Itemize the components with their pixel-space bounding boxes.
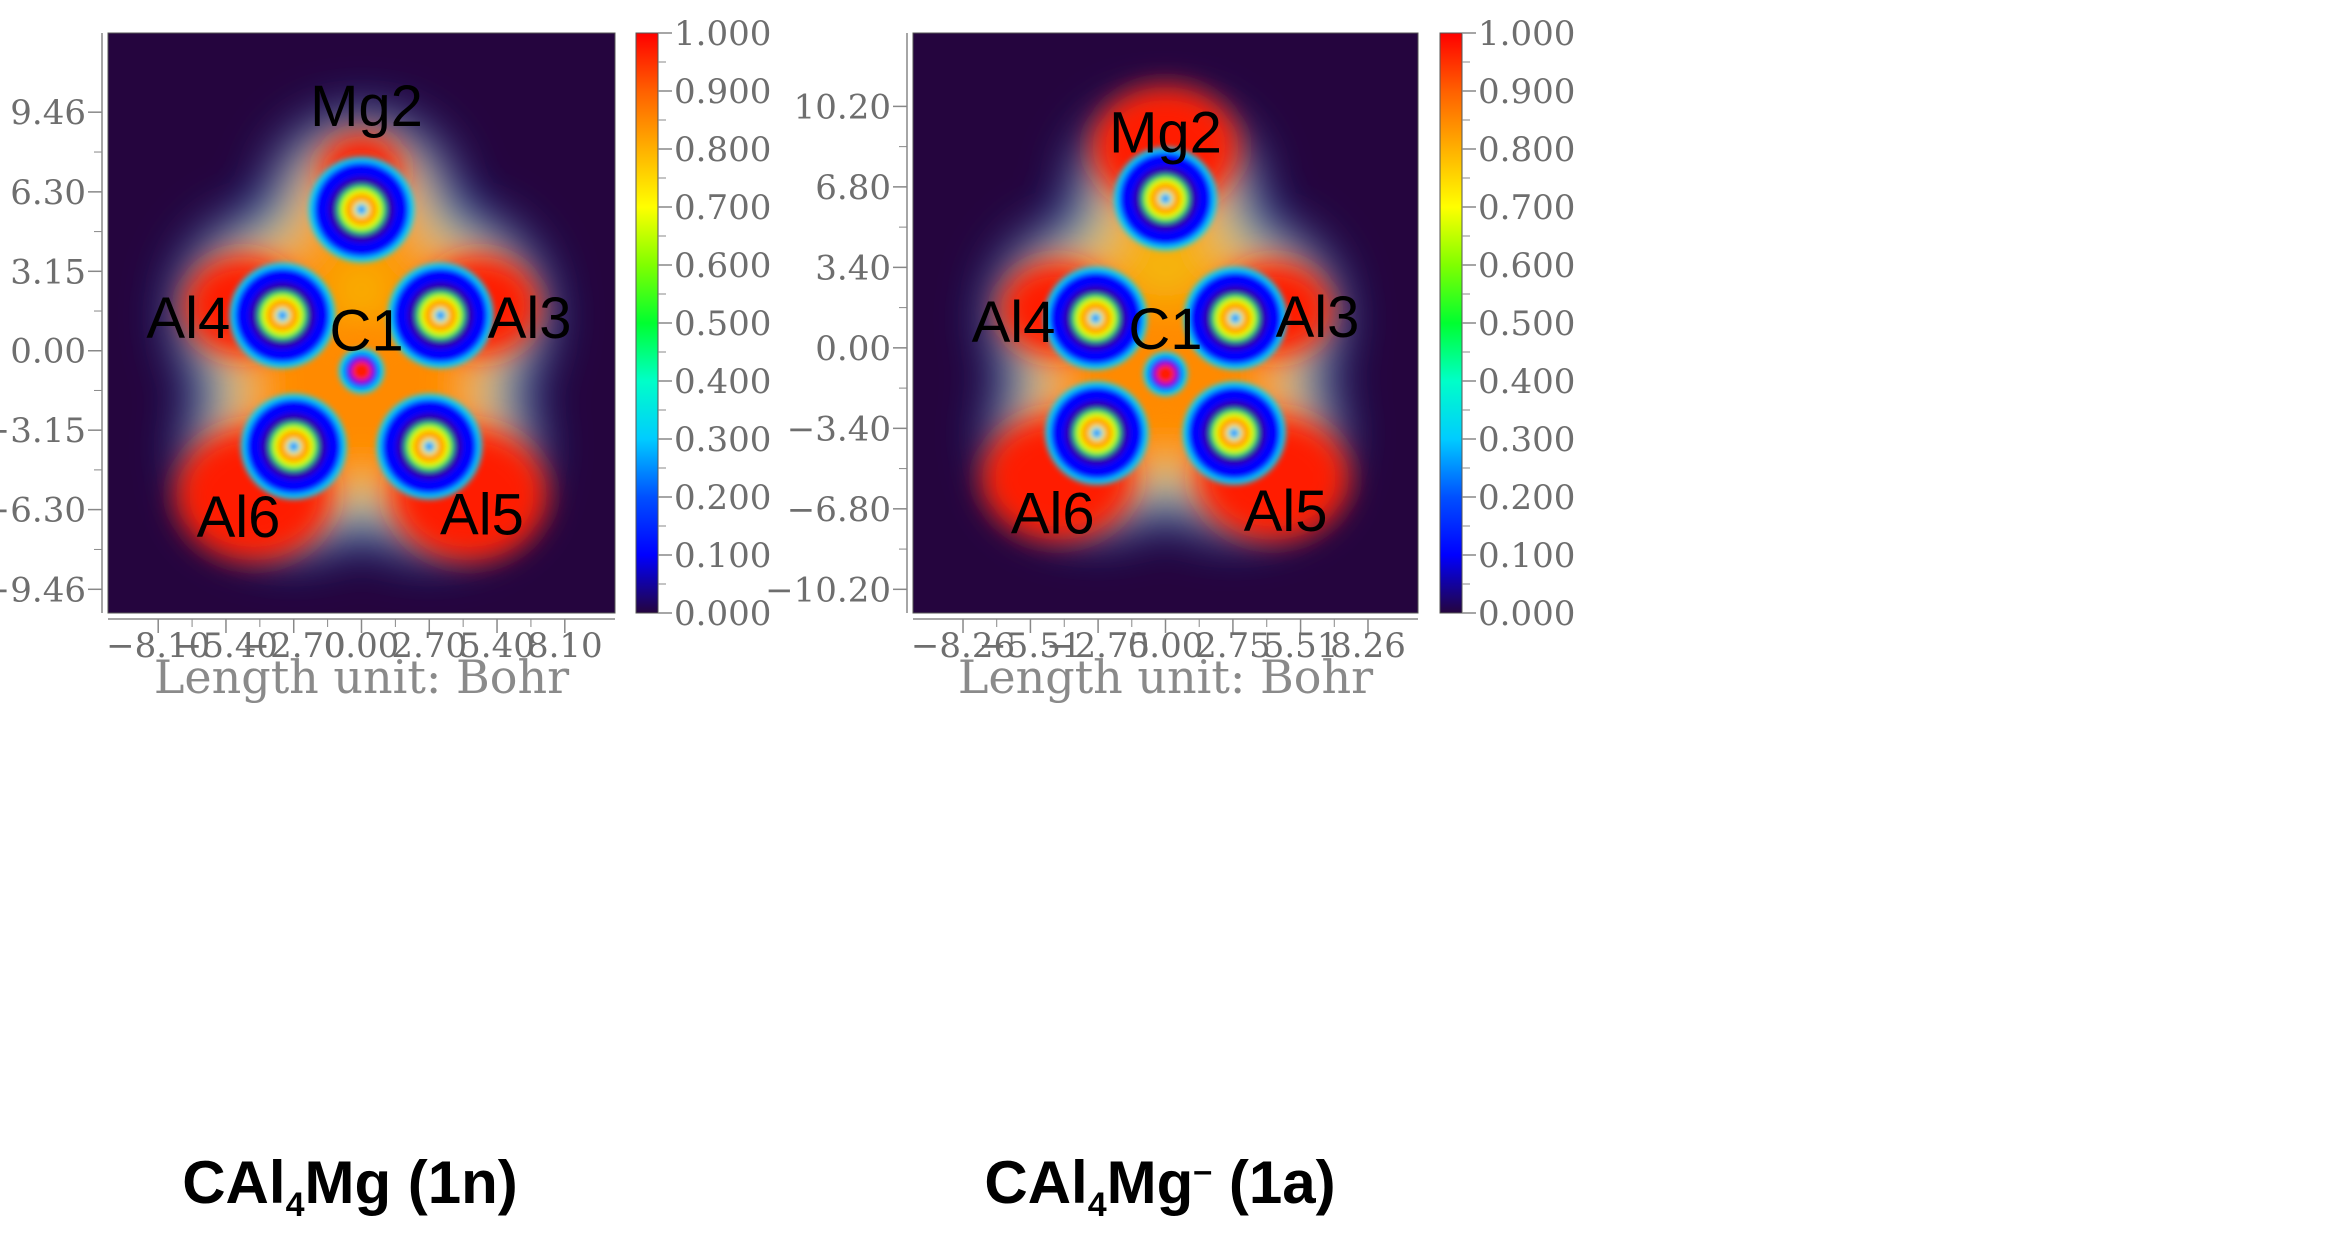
y-tick-label: 0.00 bbox=[815, 329, 891, 369]
y-tick-label: −3.40 bbox=[787, 409, 891, 449]
colorbar-tick-label: 0.000 bbox=[674, 594, 771, 634]
colorbar-tick-label: 0.500 bbox=[1478, 304, 1575, 344]
atom-core-al6 bbox=[241, 393, 347, 500]
caption-1a: CAl4Mg– (1a) bbox=[984, 1149, 1336, 1224]
colorbar-tick-label: 0.800 bbox=[1478, 130, 1575, 170]
map-frame bbox=[912, 32, 1419, 614]
colorbar-tick-label: 0.500 bbox=[674, 304, 771, 344]
colorbar-tick-label: 1.000 bbox=[1478, 14, 1575, 54]
atom-label-al4: Al4 bbox=[146, 286, 230, 351]
atom-core-al6 bbox=[1045, 381, 1149, 485]
atom-core-al4 bbox=[1044, 266, 1148, 370]
atom-core-mg2 bbox=[1114, 147, 1217, 251]
atom-core-al4 bbox=[229, 262, 336, 369]
y-tick-label: −10.20 bbox=[765, 570, 891, 610]
y-tick-label: 6.80 bbox=[815, 168, 891, 208]
x-tick-label: 8.26 bbox=[1330, 626, 1406, 666]
atom-label-mg2: Mg2 bbox=[1109, 100, 1222, 165]
colorbar-tick-label: 0.300 bbox=[674, 420, 771, 460]
y-tick-label: 9.46 bbox=[10, 93, 86, 133]
colorbar bbox=[635, 32, 659, 614]
colorbar-tick-label: 0.400 bbox=[674, 362, 771, 402]
x-tick-label: 2.75 bbox=[1195, 626, 1271, 666]
colorbar-tick-label: 0.200 bbox=[674, 478, 771, 518]
y-tick-label: −3.15 bbox=[0, 411, 86, 451]
x-tick-label: −5.40 bbox=[174, 626, 278, 666]
colorbar-tick-label: 0.900 bbox=[1478, 72, 1575, 112]
x-tick-label: 5.51 bbox=[1263, 626, 1339, 666]
x-tick-label: 5.40 bbox=[459, 626, 535, 666]
colorbar-tick-label: 0.400 bbox=[1478, 362, 1575, 402]
atom-core-al3 bbox=[1183, 266, 1287, 370]
atom-core-c1 bbox=[338, 348, 385, 394]
y-tick-label: −6.80 bbox=[787, 490, 891, 530]
caption-1n: CAl4Mg (1n) bbox=[182, 1149, 518, 1224]
colorbar-tick-label: 0.600 bbox=[674, 246, 771, 286]
colorbar-tick-label: 0.800 bbox=[674, 130, 771, 170]
atom-label-al4: Al4 bbox=[972, 290, 1056, 355]
x-tick-label: −8.10 bbox=[106, 626, 210, 666]
x-tick-label: −2.75 bbox=[1046, 626, 1150, 666]
atom-core-al5 bbox=[376, 393, 482, 500]
x-tick-label: −5.51 bbox=[978, 626, 1082, 666]
y-tick-label: 3.15 bbox=[10, 252, 86, 292]
atom-label-mg2: Mg2 bbox=[310, 74, 423, 139]
atom-label-c1: C1 bbox=[1128, 297, 1202, 362]
y-tick-label: 10.20 bbox=[794, 87, 891, 127]
colorbar-tick-label: 0.700 bbox=[1478, 188, 1575, 228]
colorbar-tick-label: 0.000 bbox=[1478, 594, 1575, 634]
x-tick-label: 0.00 bbox=[1128, 626, 1204, 666]
atom-label-c1: C1 bbox=[329, 299, 403, 364]
elf-field bbox=[913, 33, 1418, 613]
colorbar-tick-label: 0.600 bbox=[1478, 246, 1575, 286]
x-tick-label: 0.00 bbox=[324, 626, 400, 666]
atom-core-al5 bbox=[1182, 381, 1286, 485]
map-frame bbox=[107, 32, 616, 614]
x-tick-label: −8.26 bbox=[911, 626, 1015, 666]
colorbar-tick-label: 0.300 bbox=[1478, 420, 1575, 460]
y-tick-label: 3.40 bbox=[815, 248, 891, 288]
y-tick-label: −6.30 bbox=[0, 491, 86, 531]
atom-label-al6: Al6 bbox=[1011, 482, 1095, 547]
y-tick-label: 0.00 bbox=[10, 332, 86, 372]
colorbar-tick-label: 0.900 bbox=[674, 72, 771, 112]
elf-field bbox=[108, 33, 615, 613]
atom-label-al5: Al5 bbox=[440, 483, 524, 548]
colorbar-tick-label: 0.100 bbox=[1478, 536, 1575, 576]
atom-label-al3: Al3 bbox=[1276, 285, 1360, 350]
x-axis-title: Length unit: Bohr bbox=[154, 650, 569, 704]
x-axis-title: Length unit: Bohr bbox=[958, 650, 1373, 704]
y-tick-label: −9.46 bbox=[0, 570, 86, 610]
atom-label-al5: Al5 bbox=[1244, 479, 1328, 544]
atom-core-al3 bbox=[387, 262, 494, 369]
colorbar-tick-label: 0.700 bbox=[674, 188, 771, 228]
atom-core-mg2 bbox=[308, 156, 415, 263]
colorbar-tick-label: 0.100 bbox=[674, 536, 771, 576]
x-tick-label: 8.10 bbox=[527, 626, 603, 666]
x-tick-label: −2.70 bbox=[242, 626, 346, 666]
colorbar-tick-label: 1.000 bbox=[674, 14, 771, 54]
atom-label-al3: Al3 bbox=[488, 286, 572, 351]
y-tick-label: 6.30 bbox=[10, 173, 86, 213]
x-tick-label: 2.70 bbox=[391, 626, 467, 666]
colorbar-tick-label: 0.200 bbox=[1478, 478, 1575, 518]
atom-label-al6: Al6 bbox=[197, 485, 281, 550]
colorbar bbox=[1439, 32, 1463, 614]
atom-core-c1 bbox=[1143, 351, 1188, 396]
